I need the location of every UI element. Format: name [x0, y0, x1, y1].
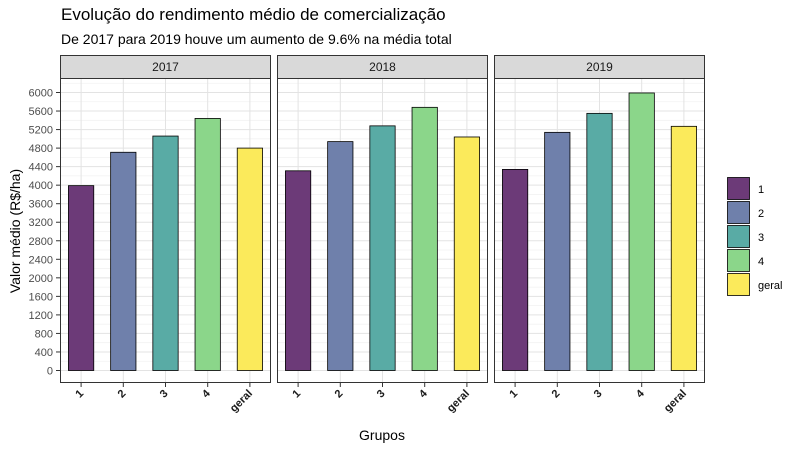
- x-tick-label: 1: [290, 388, 303, 401]
- y-tick-label: 0: [47, 366, 53, 378]
- chart-subtitle: De 2017 para 2019 houve um aumento de 9.…: [61, 31, 452, 47]
- x-tick-label: 2: [550, 388, 563, 401]
- legend-label: 2: [758, 208, 764, 220]
- panel-border: [277, 78, 488, 383]
- chart-title: Evolução do rendimento médio de comercia…: [61, 5, 446, 24]
- y-tick-label: 4400: [29, 162, 53, 174]
- bar: [670, 125, 697, 371]
- y-tick-label: 2000: [29, 273, 53, 285]
- y-tick-label: 5600: [29, 106, 53, 118]
- y-tick-label: 3200: [29, 217, 53, 229]
- y-tick-label: 4000: [29, 180, 53, 192]
- bar: [152, 135, 179, 371]
- bar: [586, 112, 613, 371]
- legend-swatch: [727, 225, 750, 248]
- y-tick-label: 6000: [29, 88, 53, 100]
- y-tick-label: 400: [35, 347, 53, 359]
- x-tick-label: 2: [116, 388, 129, 401]
- bar: [369, 125, 396, 371]
- facet-panel-2019: 2019 1 2 3 4 geral: [494, 55, 705, 415]
- y-tick-label: 2400: [29, 254, 53, 266]
- x-axis-label: Grupos: [359, 427, 405, 443]
- legend-swatch: [727, 249, 750, 272]
- legend-label: geral: [758, 280, 782, 292]
- bar: [285, 170, 312, 371]
- bar: [544, 131, 571, 371]
- y-tick-label: 1600: [29, 291, 53, 303]
- bar: [236, 147, 263, 371]
- x-tick-label: 1: [507, 388, 520, 401]
- x-tick-label: geral: [662, 388, 689, 415]
- bar: [110, 151, 137, 371]
- y-axis-label: Valor médio (R$/ha): [7, 169, 23, 293]
- bar: [628, 92, 655, 371]
- facet-strip-label: 2017: [152, 60, 179, 74]
- y-tick-label: 4800: [29, 143, 53, 155]
- x-tick-label: 4: [417, 387, 430, 400]
- x-tick-label: 3: [592, 388, 605, 401]
- legend-swatch: [727, 273, 750, 296]
- bar: [502, 169, 529, 371]
- x-tick-label: geral: [445, 388, 472, 415]
- legend-label: 4: [758, 256, 764, 268]
- x-tick-label: 4: [200, 387, 213, 400]
- y-tick-label: 2800: [29, 236, 53, 248]
- facet-panel-2017: 2017 1 2 3 4 geral: [60, 55, 271, 415]
- y-tick-label: 800: [35, 328, 53, 340]
- y-tick-label: 5200: [29, 125, 53, 137]
- x-tick-label: 3: [375, 388, 388, 401]
- facet-panel-2018: 2018 1 2 3 4 geral: [277, 55, 488, 415]
- legend-swatch: [727, 177, 750, 200]
- x-tick-label: 2: [333, 388, 346, 401]
- x-tick-label: geral: [228, 388, 255, 415]
- facet-strip-label: 2019: [586, 60, 613, 74]
- x-tick-label: 3: [158, 388, 171, 401]
- y-tick-label: 3600: [29, 199, 53, 211]
- facet-strip-label: 2018: [369, 60, 396, 74]
- legend-swatch: [727, 201, 750, 224]
- bar: [453, 136, 480, 371]
- panel-border: [60, 78, 271, 383]
- y-tick-label: 1200: [29, 310, 53, 322]
- x-tick-label: 4: [634, 387, 647, 400]
- x-tick-label: 1: [73, 388, 86, 401]
- bar: [411, 106, 438, 371]
- legend: 1 2 3 4 geral: [727, 177, 782, 296]
- panel-border: [494, 78, 705, 383]
- bar: [327, 141, 354, 371]
- legend-label: 3: [758, 232, 764, 244]
- bar: [68, 185, 95, 371]
- bar: [194, 118, 221, 371]
- legend-label: 1: [758, 184, 764, 196]
